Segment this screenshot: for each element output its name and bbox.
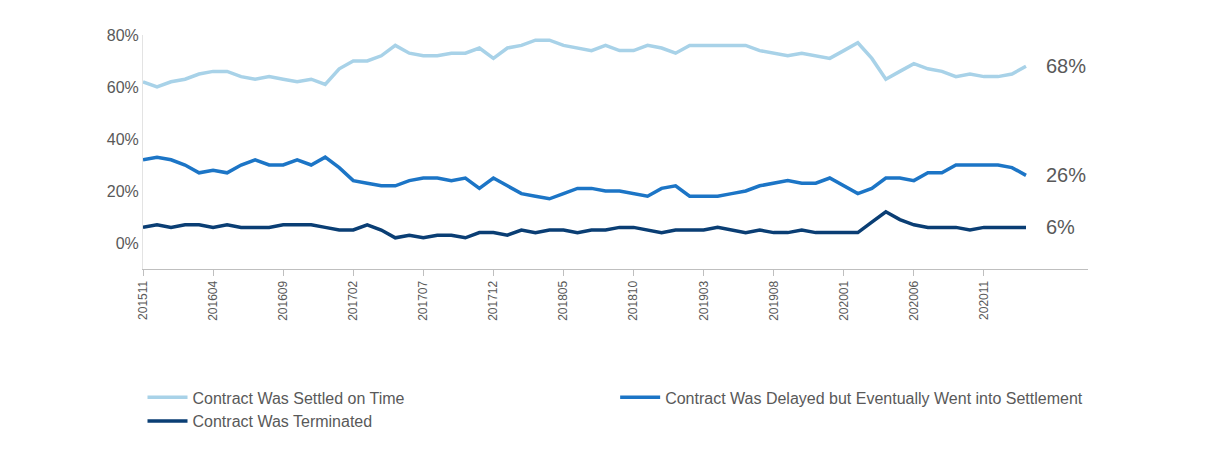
svg-text:201604: 201604 [206, 280, 220, 320]
svg-text:201805: 201805 [556, 280, 570, 320]
svg-text:202011: 202011 [977, 280, 991, 319]
svg-text:Contract Was Terminated: Contract Was Terminated [193, 413, 373, 430]
svg-text:6%: 6% [1046, 216, 1075, 238]
svg-text:26%: 26% [1046, 164, 1086, 186]
svg-text:201702: 201702 [346, 280, 360, 320]
svg-text:40%: 40% [107, 131, 139, 148]
svg-text:68%: 68% [1046, 55, 1086, 77]
svg-text:201511: 201511 [136, 280, 150, 319]
svg-text:Contract Was Delayed but Event: Contract Was Delayed but Eventually Went… [665, 390, 1083, 407]
svg-text:Contract Was Settled on Time: Contract Was Settled on Time [193, 390, 405, 407]
svg-text:80%: 80% [107, 27, 139, 44]
svg-text:202006: 202006 [907, 280, 921, 320]
svg-text:201810: 201810 [626, 280, 640, 320]
svg-text:201712: 201712 [486, 280, 500, 320]
svg-text:201908: 201908 [767, 280, 781, 320]
svg-text:202001: 202001 [837, 280, 851, 320]
svg-text:60%: 60% [107, 79, 139, 96]
svg-text:0%: 0% [116, 235, 139, 252]
svg-text:201609: 201609 [276, 280, 290, 320]
svg-text:201903: 201903 [697, 280, 711, 320]
svg-text:201707: 201707 [416, 280, 430, 320]
svg-text:20%: 20% [107, 183, 139, 200]
